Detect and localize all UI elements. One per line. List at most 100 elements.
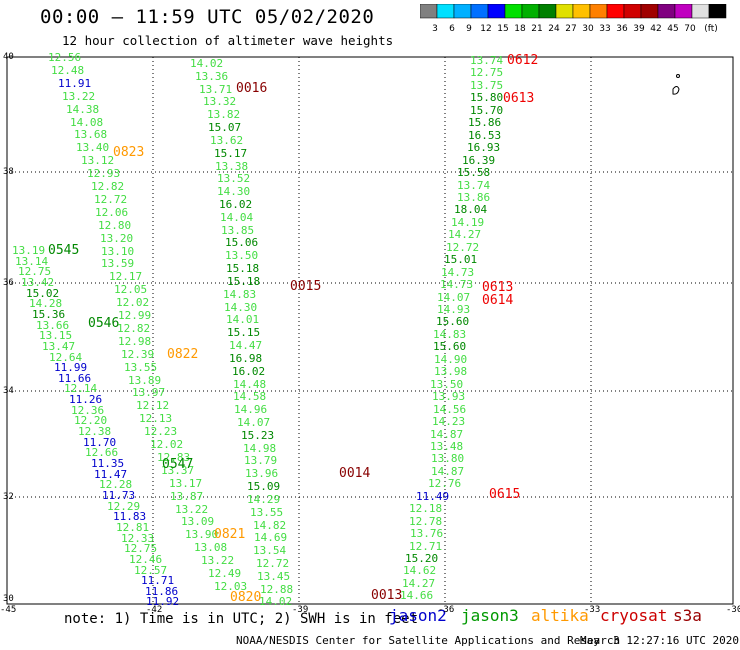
legend-label: (ft) <box>704 24 718 34</box>
island-outline <box>672 86 680 95</box>
wave-height-value: 11.35 <box>91 457 125 470</box>
wave-height-value: 12.98 <box>118 334 152 348</box>
legend-label: 27 <box>565 24 576 34</box>
wave-height-value: 12.12 <box>136 399 170 413</box>
island-outline <box>676 74 680 78</box>
wave-height-value: 12.36 <box>71 403 105 417</box>
wave-height-value: 11.73 <box>102 488 136 502</box>
legend-label: 33 <box>599 24 610 34</box>
legend-label: 3 <box>432 24 438 34</box>
wave-height-value: 13.86 <box>457 190 491 204</box>
wave-height-value: 14.96 <box>234 403 268 417</box>
wave-height-value: 12.72 <box>446 240 480 254</box>
wave-height-value: 14.47 <box>229 339 263 353</box>
legend-label: 21 <box>531 24 542 34</box>
wave-height-value: 15.60 <box>436 315 470 329</box>
wave-height-value: 14.48 <box>233 377 267 391</box>
pass-time-label: 0613 <box>503 91 535 106</box>
wave-height-value: 13.50 <box>225 249 259 263</box>
wave-height-value: 14.58 <box>233 390 267 404</box>
wave-height-value: 16.98 <box>229 351 263 365</box>
wave-height-value: 15.09 <box>247 480 281 494</box>
wave-height-value: 13.54 <box>253 544 287 558</box>
wave-height-value: 16.02 <box>219 198 253 212</box>
wave-height-value: 15.70 <box>470 103 504 117</box>
wave-height-value: 11.92 <box>146 595 180 609</box>
wave-height-value: 14.56 <box>433 402 467 416</box>
wave-height-value: 12.02 <box>116 296 150 310</box>
wave-height-value: 14.04 <box>220 210 254 224</box>
wave-height-value: 18.04 <box>454 203 488 217</box>
pass-time-label: 0612 <box>507 53 539 68</box>
wave-height-value: 12.88 <box>260 582 294 596</box>
lon-tick-label: -39 <box>292 605 309 615</box>
wave-height-value: 13.74 <box>457 178 491 192</box>
wave-height-value: 12.06 <box>95 205 129 219</box>
wave-height-value: 13.52 <box>217 172 251 186</box>
wave-height-value: 12.64 <box>49 350 83 364</box>
legend-label: 18 <box>514 24 526 34</box>
wave-height-value: 11.66 <box>58 371 92 385</box>
legend-label: 70 <box>684 24 696 34</box>
wave-height-value: 15.20 <box>405 552 439 565</box>
wave-height-value: 13.80 <box>431 452 465 466</box>
wave-height-value: 14.19 <box>451 215 485 229</box>
wave-height-value: 14.62 <box>403 564 437 578</box>
wave-height-value: 13.15 <box>39 329 73 343</box>
wave-height-value: 11.86 <box>145 584 179 598</box>
wave-height-value: 12.23 <box>144 425 178 439</box>
pass-time-label: 0016 <box>236 81 268 96</box>
pass-time-label: 0614 <box>482 293 514 308</box>
wave-height-value: 15.15 <box>227 326 261 340</box>
wave-height-value: 13.79 <box>244 454 278 468</box>
wave-height-value: 13.55 <box>250 505 284 519</box>
wave-height-value: 12.13 <box>139 412 173 426</box>
wave-height-value: 15.01 <box>444 253 478 267</box>
wave-height-value: 14.69 <box>254 531 288 545</box>
wave-height-value: 15.23 <box>241 428 275 442</box>
wave-height-value: 15.06 <box>225 236 259 250</box>
wave-height-value: 13.17 <box>169 476 203 490</box>
lon-tick-label: -33 <box>584 605 601 615</box>
wave-height-value: 15.18 <box>227 274 261 288</box>
wave-height-value: 13.50 <box>430 377 464 391</box>
wave-height-value: 12.57 <box>134 563 168 577</box>
wave-height-value: 14.83 <box>433 327 467 341</box>
legend-label: 15 <box>497 24 508 34</box>
wave-height-value: 13.98 <box>434 365 468 379</box>
legend-label: 36 <box>616 24 628 34</box>
wave-height-value: 12.80 <box>98 218 132 232</box>
wave-height-value: 14.93 <box>437 303 471 316</box>
wave-height-value: 12.75 <box>18 265 52 279</box>
legend-label: 6 <box>449 24 455 34</box>
wave-height-value: 12.49 <box>208 567 242 580</box>
satellite-name: s3a <box>673 606 702 625</box>
wave-height-value: 12.38 <box>78 425 112 439</box>
wave-height-value: 11.26 <box>69 393 103 407</box>
legend-label: 45 <box>667 24 678 34</box>
wave-height-value: 12.33 <box>121 531 155 545</box>
wave-height-value: 13.36 <box>195 69 229 83</box>
wave-height-value: 12.29 <box>107 499 141 513</box>
wave-height-value: 13.97 <box>132 386 166 400</box>
lat-tick-label: 32 <box>3 492 14 502</box>
wave-height-value: 15.86 <box>468 116 502 130</box>
wave-height-value: 14.38 <box>66 102 100 116</box>
wave-height-value: 13.48 <box>430 439 464 453</box>
wave-height-value: 15.80 <box>470 91 504 105</box>
wave-height-value: 14.87 <box>430 427 464 441</box>
wave-height-value: 14.82 <box>253 518 287 532</box>
wave-height-value: 12.02 <box>150 438 184 451</box>
wave-height-value: 14.87 <box>431 464 465 478</box>
wave-height-value: 13.12 <box>81 154 115 168</box>
wave-height-value: 15.60 <box>433 340 467 354</box>
wave-height-value: 15.17 <box>214 146 248 160</box>
pass-time-label: 0547 <box>162 457 194 472</box>
wave-height-value: 13.74 <box>470 54 504 67</box>
wave-height-value: 15.18 <box>226 262 260 276</box>
wave-height-value: 16.93 <box>467 141 501 155</box>
wave-height-value: 13.14 <box>15 254 49 268</box>
wave-height-value: 14.02 <box>259 595 293 609</box>
pass-time-label: 0822 <box>167 347 199 362</box>
